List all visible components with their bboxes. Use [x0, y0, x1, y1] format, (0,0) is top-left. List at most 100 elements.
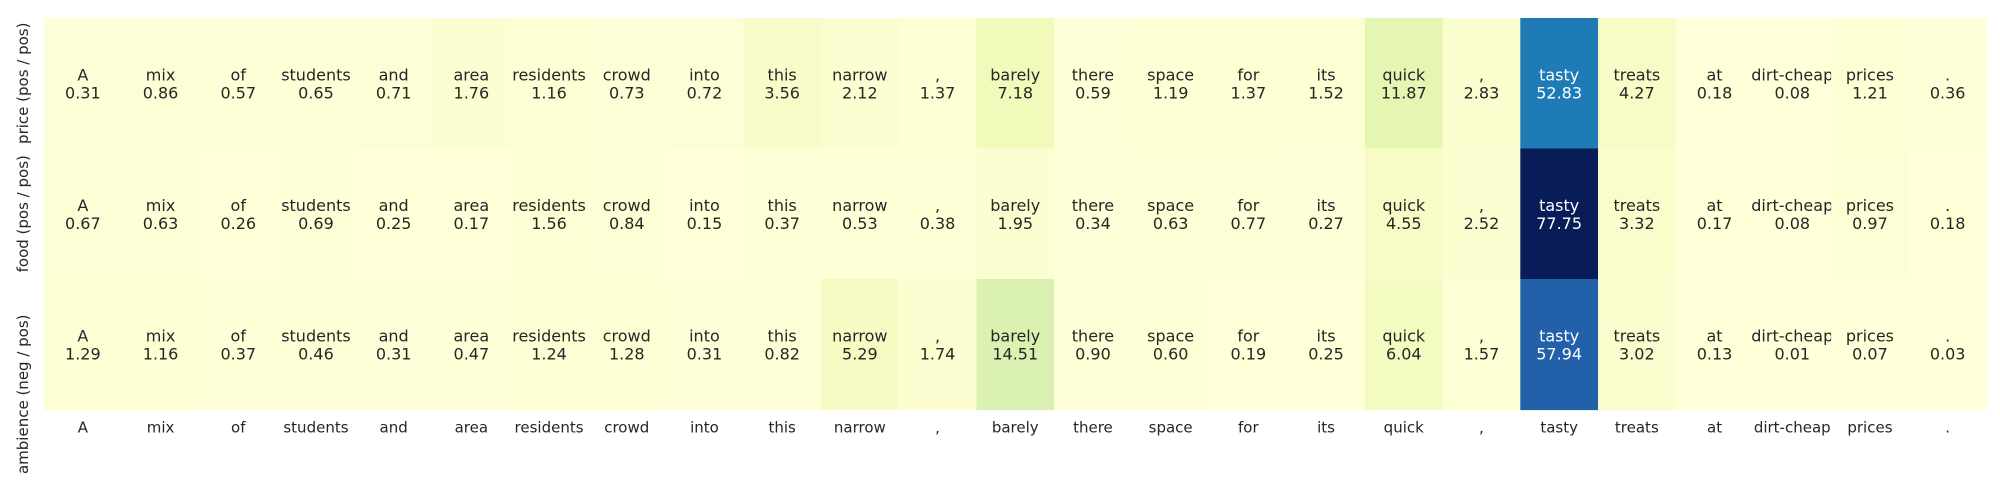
heatmap-cell — [510, 148, 589, 280]
x-tick-label: of — [231, 419, 246, 437]
heatmap-cell — [1675, 279, 1754, 411]
cell-token-label: area — [454, 196, 490, 215]
cell-token-label: tasty — [1539, 326, 1579, 345]
cell-token-label: space — [1147, 65, 1194, 84]
cell-value-label: 0.08 — [1774, 83, 1810, 102]
cell-token-label: into — [689, 65, 720, 84]
cell-value-label: 14.51 — [992, 344, 1038, 363]
cell-value-label: 1.29 — [65, 344, 101, 363]
cell-value-label: 0.46 — [298, 344, 334, 363]
heatmap-cell — [1831, 148, 1910, 280]
cell-value-label: 1.76 — [454, 83, 490, 102]
cell-value-label: 0.08 — [1774, 214, 1810, 233]
heatmap-cell — [121, 148, 200, 280]
heatmap-cell — [898, 148, 977, 280]
cell-token-label: of — [231, 196, 247, 215]
heatmap-cell — [277, 18, 356, 150]
heatmap-cell — [1520, 18, 1599, 150]
cell-value-label: 2.12 — [842, 83, 878, 102]
heatmap-cell — [1364, 148, 1444, 280]
cell-value-label: 2.52 — [1464, 214, 1500, 233]
cell-token-label: this — [768, 65, 797, 84]
heatmap-cell — [976, 279, 1055, 411]
cell-token-label: area — [454, 326, 490, 345]
cell-token-label: . — [1945, 326, 1950, 345]
heatmap-cell — [587, 279, 667, 411]
cell-token-label: its — [1317, 326, 1336, 345]
x-tick-label: A — [78, 419, 89, 437]
heatmap-cell — [743, 279, 822, 411]
cell-value-label: 0.27 — [1308, 214, 1344, 233]
cell-token-label: mix — [146, 196, 176, 215]
heatmap-cell — [1442, 148, 1521, 280]
x-tick-label: crowd — [604, 419, 649, 437]
cell-value-label: 0.90 — [1075, 344, 1111, 363]
cell-value-label: 3.02 — [1619, 344, 1655, 363]
cell-value-label: 1.57 — [1464, 344, 1500, 363]
cell-value-label: 0.07 — [1852, 344, 1888, 363]
cell-value-label: 0.18 — [1697, 83, 1733, 102]
cell-value-label: 0.72 — [687, 83, 723, 102]
heatmap-cell — [44, 279, 123, 411]
cell-value-label: 0.31 — [687, 344, 723, 363]
cell-token-label: , — [1479, 65, 1484, 84]
heatmap-cell — [432, 148, 511, 280]
x-tick-label: area — [455, 419, 488, 437]
cell-value-label: 52.83 — [1536, 83, 1582, 102]
heatmap-cell — [1287, 148, 1366, 280]
cell-token-label: A — [77, 326, 88, 345]
heatmap-cell — [743, 148, 822, 280]
heatmap-cell — [665, 148, 744, 280]
cell-token-label: at — [1707, 326, 1723, 345]
heatmap-cell — [665, 279, 744, 411]
heatmap-cell — [1131, 279, 1211, 411]
heatmap-cell — [1054, 18, 1133, 150]
cell-token-label: of — [231, 326, 247, 345]
cell-token-label: treats — [1613, 196, 1660, 215]
cell-value-label: 6.04 — [1386, 344, 1422, 363]
cell-value-label: 7.18 — [997, 83, 1033, 102]
cell-value-label: 0.18 — [1930, 214, 1966, 233]
heatmap-cell — [1908, 279, 1988, 411]
cell-value-label: 4.55 — [1386, 214, 1422, 233]
x-tick-label: this — [768, 419, 796, 437]
heatmap-cell — [354, 18, 434, 150]
cell-token-label: . — [1945, 196, 1950, 215]
heatmap-cell — [510, 279, 589, 411]
cell-value-label: 0.15 — [687, 214, 723, 233]
cell-value-label: 0.60 — [1153, 344, 1189, 363]
cell-token-label: A — [77, 196, 88, 215]
cell-token-label: residents — [512, 326, 586, 345]
cell-token-label: mix — [146, 65, 176, 84]
y-axis-row-label: food (pos / pos) — [14, 155, 32, 272]
cell-value-label: 0.47 — [454, 344, 490, 363]
cell-value-label: 0.38 — [920, 214, 956, 233]
cell-token-label: , — [1479, 326, 1484, 345]
heatmap-cell — [277, 279, 356, 411]
heatmap-cell — [1131, 148, 1211, 280]
cell-value-label: 1.37 — [1231, 83, 1267, 102]
heatmap-cell — [1520, 148, 1599, 280]
cell-token-label: there — [1072, 326, 1114, 345]
cell-token-label: treats — [1613, 326, 1660, 345]
cell-token-label: and — [379, 326, 409, 345]
y-axis-row-label: ambience (neg / pos) — [14, 314, 32, 474]
cell-token-label: at — [1707, 65, 1723, 84]
x-tick-label: treats — [1615, 419, 1659, 437]
heatmap-cell — [1831, 18, 1910, 150]
cell-token-label: A — [77, 65, 88, 84]
heatmap-cell — [976, 18, 1055, 150]
cell-value-label: 1.21 — [1852, 83, 1888, 102]
cell-token-label: dirt-cheap — [1751, 65, 1833, 84]
cell-value-label: 1.95 — [997, 214, 1033, 233]
cell-token-label: crowd — [603, 196, 651, 215]
cell-token-label: residents — [512, 196, 586, 215]
cell-token-label: crowd — [603, 326, 651, 345]
heatmap-cell — [1054, 279, 1133, 411]
heatmap-cell — [199, 279, 278, 411]
heatmap-cell — [121, 18, 200, 150]
heatmap-cell — [1442, 18, 1521, 150]
heatmap-cell — [587, 148, 667, 280]
heatmap-cell — [1364, 18, 1444, 150]
cell-value-label: 0.86 — [143, 83, 179, 102]
